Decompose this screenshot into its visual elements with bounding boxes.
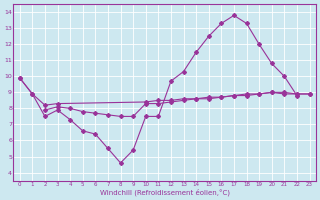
X-axis label: Windchill (Refroidissement éolien,°C): Windchill (Refroidissement éolien,°C) xyxy=(100,188,230,196)
